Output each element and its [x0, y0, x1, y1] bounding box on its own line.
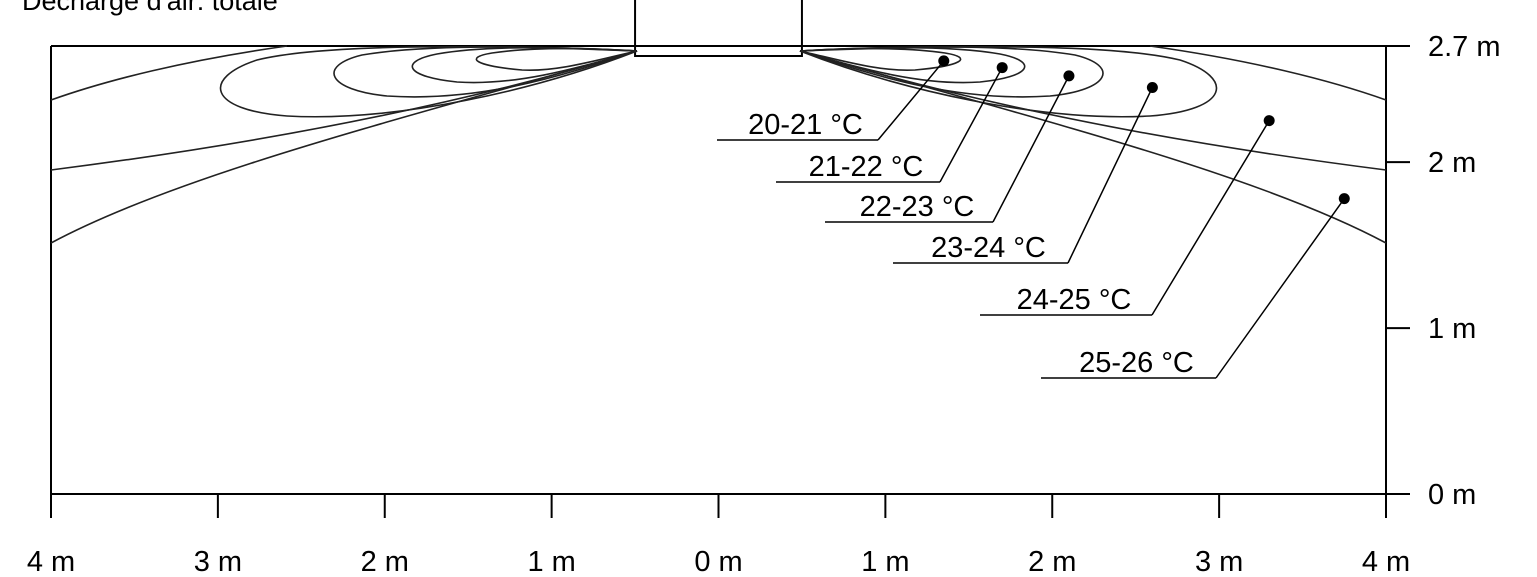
contour-label: 21-22 °C [809, 151, 924, 183]
contour-line [411, 46, 638, 84]
contour-line [799, 50, 1387, 244]
x-tick-label: 2 m [1028, 546, 1076, 577]
leader-line [1215, 198, 1345, 379]
leader-line [1151, 120, 1270, 316]
contour-line [799, 45, 1218, 118]
y-tick-label: 1 m [1428, 313, 1476, 345]
contour-line [50, 45, 288, 101]
y-tick-label: 0 m [1428, 479, 1476, 511]
y-tick-label: 2.7 m [1428, 31, 1501, 63]
x-tick-label: 1 m [527, 546, 575, 577]
contour-line [50, 50, 638, 244]
contour-line [799, 46, 1026, 84]
leader-line [877, 60, 945, 141]
x-tick-label: 1 m [861, 546, 909, 577]
leader-line [939, 67, 1003, 183]
x-tick-label: 4 m [1362, 546, 1410, 577]
leader-line [1067, 87, 1154, 264]
x-tick-label: 2 m [361, 546, 409, 577]
x-tick-label: 0 m [694, 546, 742, 577]
contour-line [1149, 45, 1387, 101]
contour-label: 25-26 °C [1079, 347, 1194, 379]
contour-label: 24-25 °C [1017, 284, 1132, 316]
chart-title: Décharge d'air: totale [22, 0, 278, 16]
x-tick-label: 3 m [194, 546, 242, 577]
contour-label: 23-24 °C [931, 232, 1046, 264]
diffuser-outline [631, 45, 806, 57]
contour-label: 20-21 °C [748, 109, 863, 141]
x-tick-label: 3 m [1195, 546, 1243, 577]
y-tick-label: 2 m [1428, 147, 1476, 179]
x-tick-label: 4 m [27, 546, 75, 577]
contour-label: 22-23 °C [860, 191, 975, 223]
contour-line [219, 45, 638, 118]
leader-line [992, 75, 1070, 223]
